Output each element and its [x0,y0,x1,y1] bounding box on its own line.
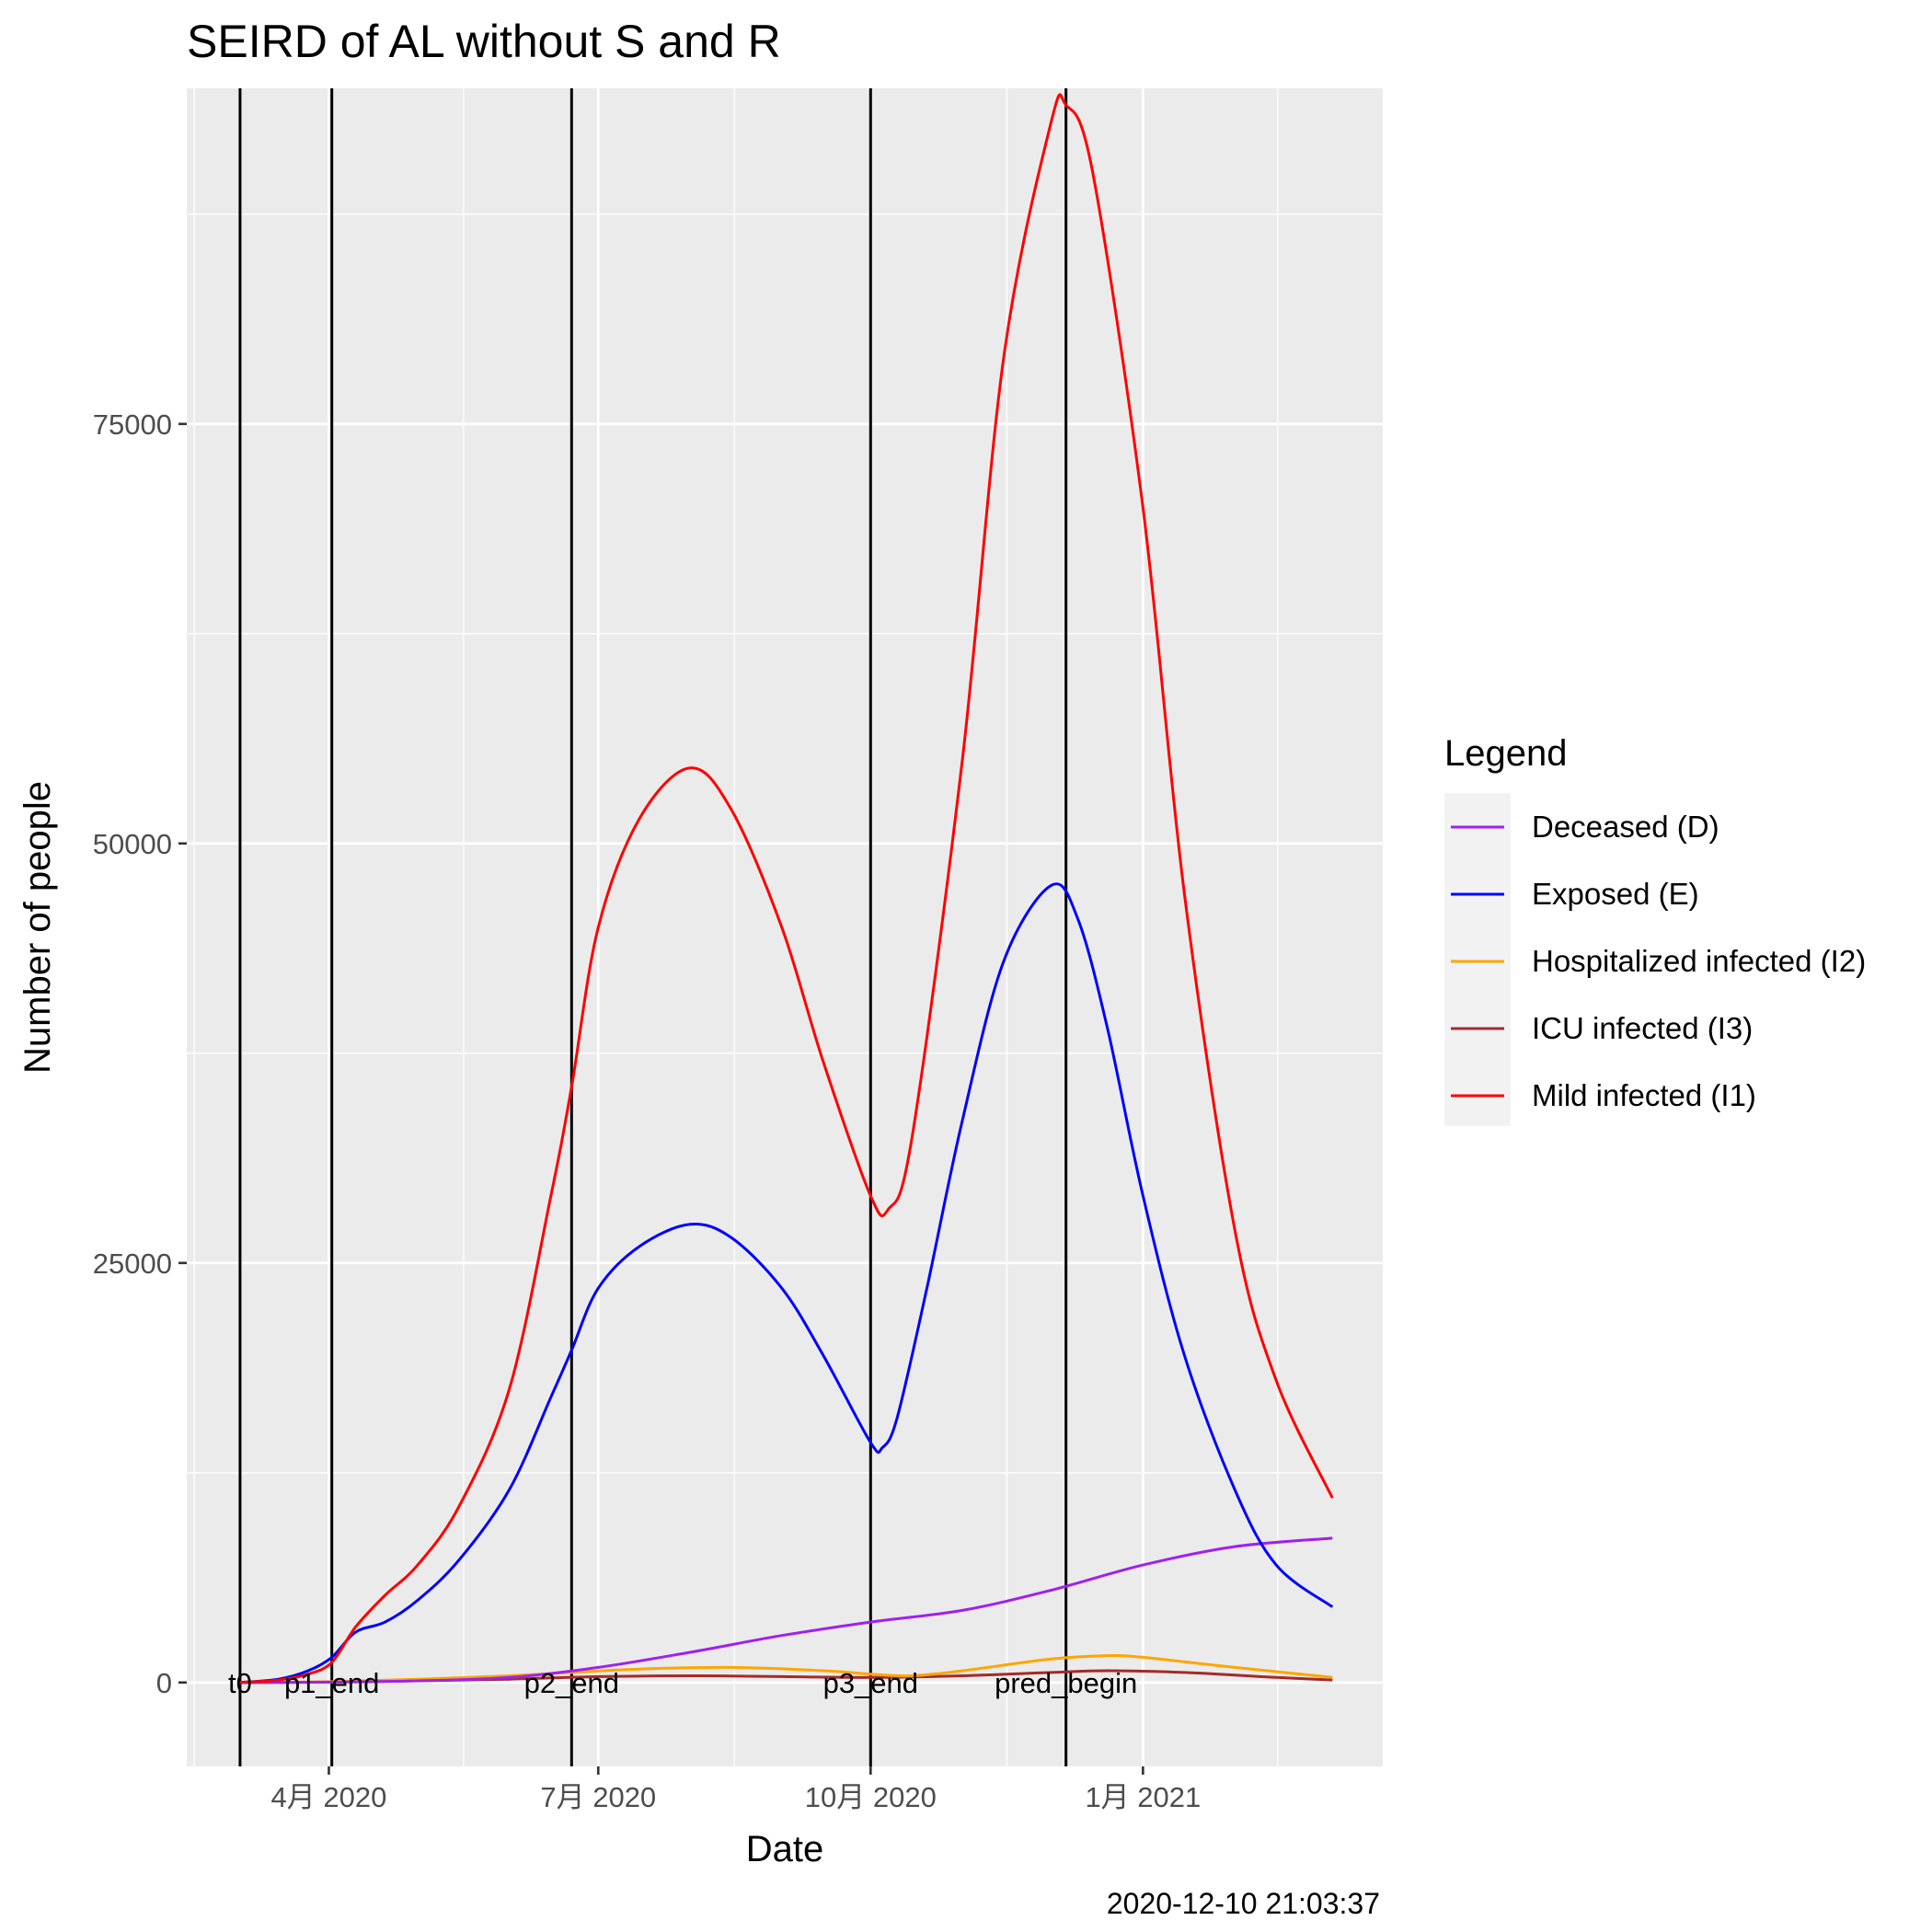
legend-label-hospitalized-infected-i2: Hospitalized infected (I2) [1532,944,1866,978]
series-line-mild-infected-i1 [239,93,1334,1685]
phase-lines [238,88,1068,1766]
phase-labels: t0 p1_end p2_end p3_end pred_begin [228,1667,1137,1699]
y-tick-label: 75000 [93,408,172,441]
y-axis: 0 25000 50000 75000 [93,408,187,1699]
chart-caption: 2020-12-10 21:03:37 [1107,1887,1380,1920]
y-tick-label: 50000 [93,828,172,860]
series-line-exposed-e [239,882,1334,1685]
y-axis-title: Number of people [17,781,58,1074]
legend-label-deceased-d: Deceased (D) [1532,810,1719,844]
legend-label-icu-infected-i3: ICU infected (I3) [1532,1011,1753,1045]
y-tick-label: 0 [156,1667,172,1699]
plot-panel [187,88,1383,1766]
x-axis: 4月 2020 7月 2020 10月 2020 1月 2021 [271,1766,1201,1813]
legend-label-mild-infected-i1: Mild infected (I1) [1532,1078,1756,1112]
series-lines [239,93,1334,1685]
y-tick-label: 25000 [93,1248,172,1280]
x-tick-label: 7月 2020 [540,1781,656,1813]
legend: Legend Deceased (D) Exposed (E) Hospitaliz… [1444,733,1866,1126]
legend-key-background [1444,793,1511,1126]
x-tick-label: 1月 2021 [1085,1781,1201,1813]
legend-title: Legend [1444,733,1567,774]
series-line-deceased-d [239,1536,1333,1685]
x-tick-label: 10月 2020 [805,1781,937,1813]
phase-label-t0: t0 [228,1667,252,1699]
phase-label-pred-begin: pred_begin [995,1667,1137,1699]
series-line-hospitalized-infected-i2 [239,1653,1333,1685]
phase-label-p1-end: p1_end [284,1667,379,1699]
x-tick-label: 4月 2020 [271,1781,387,1813]
phase-label-p3-end: p3_end [823,1667,918,1699]
legend-label-exposed-e: Exposed (E) [1532,877,1699,911]
x-axis-title: Date [746,1829,824,1869]
phase-label-p2-end: p2_end [524,1667,619,1699]
chart-title: SEIRD of AL without S and R [187,16,781,67]
